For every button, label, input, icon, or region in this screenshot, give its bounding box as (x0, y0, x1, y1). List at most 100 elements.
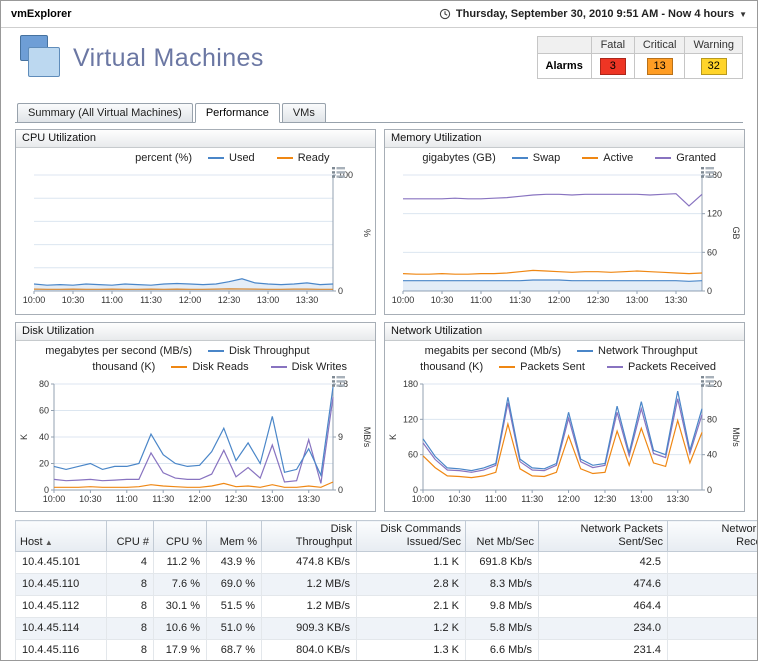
svg-text:K: K (388, 434, 398, 440)
table-cell: 10.4.45.101 (15, 551, 107, 575)
svg-text:40: 40 (39, 432, 49, 442)
column-header-4[interactable]: Disk Throughput (261, 519, 357, 553)
table-cell: 234.0 (538, 617, 668, 641)
table-row[interactable]: 10.4.45.110 8 7.6 % 69.0 % 1.2 MB/s 2.8 K 8.3 … (15, 573, 757, 597)
table-cell: 85.3 (667, 551, 757, 575)
column-header-3[interactable]: Mem % (206, 519, 262, 553)
legend-item: Used (208, 151, 255, 165)
legend-line-swatch (499, 366, 516, 368)
column-header-7[interactable]: Network Packets Sent/Sec (538, 519, 668, 553)
host-table-area: Host ▲ CPU # CPU % Mem % Disk Throughput Disk… (15, 519, 757, 660)
table-cell: 474.8 KB/s (261, 551, 357, 575)
panel-title: Network Utilization (385, 323, 744, 341)
fatal-alarm-count[interactable]: 3 (599, 57, 626, 75)
chevron-down-icon: ▼ (739, 9, 747, 19)
svg-text:120: 120 (403, 414, 418, 424)
memory-chart-legend: gigabytes (GB) Swap Active Granted (385, 148, 744, 165)
legend-line-swatch (606, 366, 623, 368)
table-cell: 11.2 % (153, 551, 207, 575)
warning-alarm-count[interactable]: 32 (700, 57, 727, 75)
chart-options-icon[interactable] (701, 167, 714, 178)
svg-text:11:00: 11:00 (101, 295, 123, 305)
svg-text:11:00: 11:00 (470, 295, 492, 305)
svg-text:13:00: 13:00 (630, 494, 653, 504)
table-cell: 8 (106, 573, 154, 597)
tab-vms[interactable]: VMs (281, 103, 326, 123)
chart-legend-row: thousand (K) Packets Sent Packets Received (391, 360, 738, 374)
column-header-5[interactable]: Disk Commands Issued/Sec (356, 519, 466, 553)
table-cell: 474.6 (538, 573, 668, 597)
time-range-label: Thursday, September 30, 2010 9:51 AM - N… (455, 8, 735, 20)
critical-alarm-count[interactable]: 13 (646, 57, 673, 75)
svg-text:10:30: 10:30 (62, 295, 85, 305)
legend-item: Disk Writes (270, 360, 347, 374)
tab-performance[interactable]: Performance (194, 103, 280, 123)
svg-text:10:30: 10:30 (448, 494, 471, 504)
network-utilization-panel: Network Utilization megabits per second … (384, 322, 745, 512)
table-cell: 691.8 Kb/s (465, 551, 539, 575)
svg-text:11:30: 11:30 (509, 295, 531, 305)
svg-text:10:00: 10:00 (43, 494, 66, 504)
table-cell: 5.8 Mb/s (465, 617, 539, 641)
table-cell: 10.6 % (153, 617, 207, 641)
table-cell: 10.4.45.110 (15, 573, 107, 597)
legend-item-label: Disk Reads (192, 361, 249, 373)
svg-text:0: 0 (44, 485, 49, 495)
legend-line-swatch (171, 366, 188, 368)
cpu-utilization-panel: CPU Utilization percent (%) Used Ready 0 10… (15, 129, 376, 315)
svg-text:100: 100 (338, 170, 353, 180)
disk-utilization-panel: Disk Utilization megabytes per second (M… (15, 322, 376, 512)
legend-item-label: Packets Received (627, 361, 716, 373)
column-header-2[interactable]: CPU % (153, 519, 207, 553)
legend-item-label: Network Throughput (598, 345, 698, 357)
legend-item: Disk Throughput (208, 344, 310, 358)
legend-item-label: Packets Sent (520, 361, 585, 373)
page-header: Virtual Machines Fatal Critical Warning … (1, 28, 757, 100)
app-title: vmExplorer (11, 8, 72, 20)
top-bar: vmExplorer Thursday, September 30, 2010 … (1, 1, 757, 28)
legend-unit-label: megabytes per second (MB/s) (45, 345, 192, 357)
network-utilization-chart: 0 60 120 180 K 0 40 80 120 Mb/s 10:00 10:30 11:00 11:… (387, 378, 744, 511)
column-header-0[interactable]: Host ▲ (15, 519, 107, 553)
svg-text:10:00: 10:00 (23, 295, 46, 305)
tab-summary-all-virtual-machines[interactable]: Summary (All Virtual Machines) (17, 103, 193, 123)
table-cell: 17.9 % (153, 639, 207, 660)
chart-legend-row: megabits per second (Mb/s) Network Throug… (391, 344, 738, 358)
chart-legend-row: percent (%) Used Ready (22, 151, 369, 165)
svg-text:0: 0 (338, 485, 343, 495)
table-cell: 9.8 Mb/s (465, 595, 539, 619)
column-header-6[interactable]: Net Mb/Sec (465, 519, 539, 553)
legend-line-swatch (208, 350, 224, 352)
legend-unit-label: gigabytes (GB) (422, 152, 496, 164)
svg-text:13:30: 13:30 (666, 494, 689, 504)
svg-text:12:00: 12:00 (557, 494, 580, 504)
charts-grid: CPU Utilization percent (%) Used Ready 0 10… (15, 129, 745, 512)
legend-line-swatch (511, 157, 528, 159)
svg-text:MB/s: MB/s (362, 427, 372, 448)
vm-icon-front-square (28, 47, 60, 77)
legend-line-swatch (208, 157, 224, 159)
table-cell: 696.4 (667, 595, 757, 619)
svg-text:12:00: 12:00 (548, 295, 571, 305)
svg-text:180: 180 (707, 170, 722, 180)
panel-title: CPU Utilization (16, 130, 375, 148)
table-row[interactable]: 10.4.45.112 8 30.1 % 51.5 % 1.2 MB/s 2.1 K 9.8… (15, 595, 757, 619)
svg-text:12:30: 12:30 (587, 295, 610, 305)
column-header-8[interactable]: Network Packets Received/Sec (667, 519, 757, 553)
svg-text:11:30: 11:30 (152, 494, 174, 504)
column-header-1[interactable]: CPU # (106, 519, 154, 553)
legend-item: Disk Reads (171, 360, 249, 374)
chart-options-icon[interactable] (332, 376, 345, 387)
legend-item: Packets Sent (499, 360, 585, 374)
time-range-control[interactable]: Thursday, September 30, 2010 9:51 AM - N… (439, 8, 747, 20)
table-cell: 8 (106, 595, 154, 619)
legend-item: Active (582, 151, 633, 165)
chart-options-icon[interactable] (701, 376, 714, 387)
svg-text:13:00: 13:00 (626, 295, 649, 305)
chart-options-icon[interactable] (332, 167, 345, 178)
